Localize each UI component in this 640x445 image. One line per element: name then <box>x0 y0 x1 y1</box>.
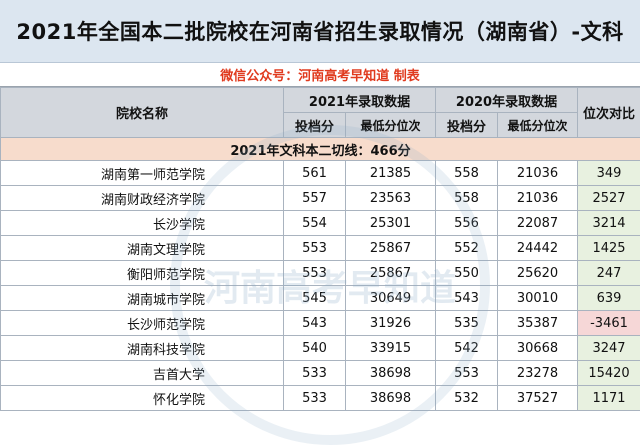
rank-2020: 23278 <box>498 361 578 386</box>
rank-diff: 1425 <box>578 236 640 261</box>
rank-diff: 1171 <box>578 386 640 411</box>
wechat-note: 微信公众号：河南高考早知道 制表 <box>0 63 640 87</box>
header-school: 院校名称 <box>1 88 284 138</box>
score-2020: 543 <box>436 286 498 311</box>
school-name: 长沙师范学院 <box>1 311 284 336</box>
header-score-2021: 投档分 <box>284 113 346 138</box>
score-2020: 532 <box>436 386 498 411</box>
score-2021: 561 <box>284 161 346 186</box>
admission-table: 院校名称 2021年录取数据 2020年录取数据 位次对比 投档分 最低分位次 … <box>0 87 640 411</box>
admission-sheet: 2021年全国本二批院校在河南省招生录取情况（湖南省）-文科 微信公众号：河南高… <box>0 0 640 420</box>
rank-diff: -3461 <box>578 311 640 336</box>
score-2021: 533 <box>284 361 346 386</box>
rank-2021: 25301 <box>346 211 436 236</box>
score-2021: 557 <box>284 186 346 211</box>
rank-2020: 24442 <box>498 236 578 261</box>
score-2020: 556 <box>436 211 498 236</box>
rank-2020: 25620 <box>498 261 578 286</box>
rank-diff: 15420 <box>578 361 640 386</box>
header-diff: 位次对比 <box>578 88 640 138</box>
rank-diff: 3247 <box>578 336 640 361</box>
school-name: 湖南文理学院 <box>1 236 284 261</box>
score-2021: 554 <box>284 211 346 236</box>
score-2020: 552 <box>436 236 498 261</box>
score-2021: 545 <box>284 286 346 311</box>
score-2021: 543 <box>284 311 346 336</box>
rank-diff: 2527 <box>578 186 640 211</box>
rank-2021: 38698 <box>346 361 436 386</box>
score-2021: 553 <box>284 236 346 261</box>
rank-2021: 31926 <box>346 311 436 336</box>
score-2020: 550 <box>436 261 498 286</box>
school-name: 湖南城市学院 <box>1 286 284 311</box>
score-2020: 558 <box>436 161 498 186</box>
header-row-1: 院校名称 2021年录取数据 2020年录取数据 位次对比 <box>1 88 640 113</box>
school-name: 衡阳师范学院 <box>1 261 284 286</box>
rank-2021: 25867 <box>346 261 436 286</box>
score-2021: 540 <box>284 336 346 361</box>
rank-diff: 3214 <box>578 211 640 236</box>
score-2021: 553 <box>284 261 346 286</box>
rank-2020: 21036 <box>498 186 578 211</box>
school-name: 吉首大学 <box>1 361 284 386</box>
rank-2020: 35387 <box>498 311 578 336</box>
school-name: 湖南科技学院 <box>1 336 284 361</box>
rank-2020: 22087 <box>498 211 578 236</box>
score-2020: 535 <box>436 311 498 336</box>
rank-diff: 639 <box>578 286 640 311</box>
cutoff-row: 2021年文科本二切线：466分 <box>1 138 640 161</box>
score-2020: 558 <box>436 186 498 211</box>
score-2020: 542 <box>436 336 498 361</box>
score-2021: 533 <box>284 386 346 411</box>
school-name: 怀化学院 <box>1 386 284 411</box>
rank-2020: 30010 <box>498 286 578 311</box>
rank-2020: 21036 <box>498 161 578 186</box>
score-2020: 553 <box>436 361 498 386</box>
school-name: 长沙学院 <box>1 211 284 236</box>
rank-2021: 25867 <box>346 236 436 261</box>
school-name: 湖南财政经济学院 <box>1 186 284 211</box>
header-2020: 2020年录取数据 <box>436 88 578 113</box>
rank-2021: 38698 <box>346 386 436 411</box>
rank-2021: 30649 <box>346 286 436 311</box>
cutoff-text: 2021年文科本二切线：466分 <box>1 138 640 161</box>
rank-2020: 37527 <box>498 386 578 411</box>
header-score-2020: 投档分 <box>436 113 498 138</box>
rank-2021: 23563 <box>346 186 436 211</box>
school-name: 湖南第一师范学院 <box>1 161 284 186</box>
rank-2021: 33915 <box>346 336 436 361</box>
page-title: 2021年全国本二批院校在河南省招生录取情况（湖南省）-文科 <box>0 0 640 63</box>
header-2021: 2021年录取数据 <box>284 88 436 113</box>
header-rank-2021: 最低分位次 <box>346 113 436 138</box>
rank-diff: 349 <box>578 161 640 186</box>
rank-2021: 21385 <box>346 161 436 186</box>
rank-diff: 247 <box>578 261 640 286</box>
rank-2020: 30668 <box>498 336 578 361</box>
header-rank-2020: 最低分位次 <box>498 113 578 138</box>
